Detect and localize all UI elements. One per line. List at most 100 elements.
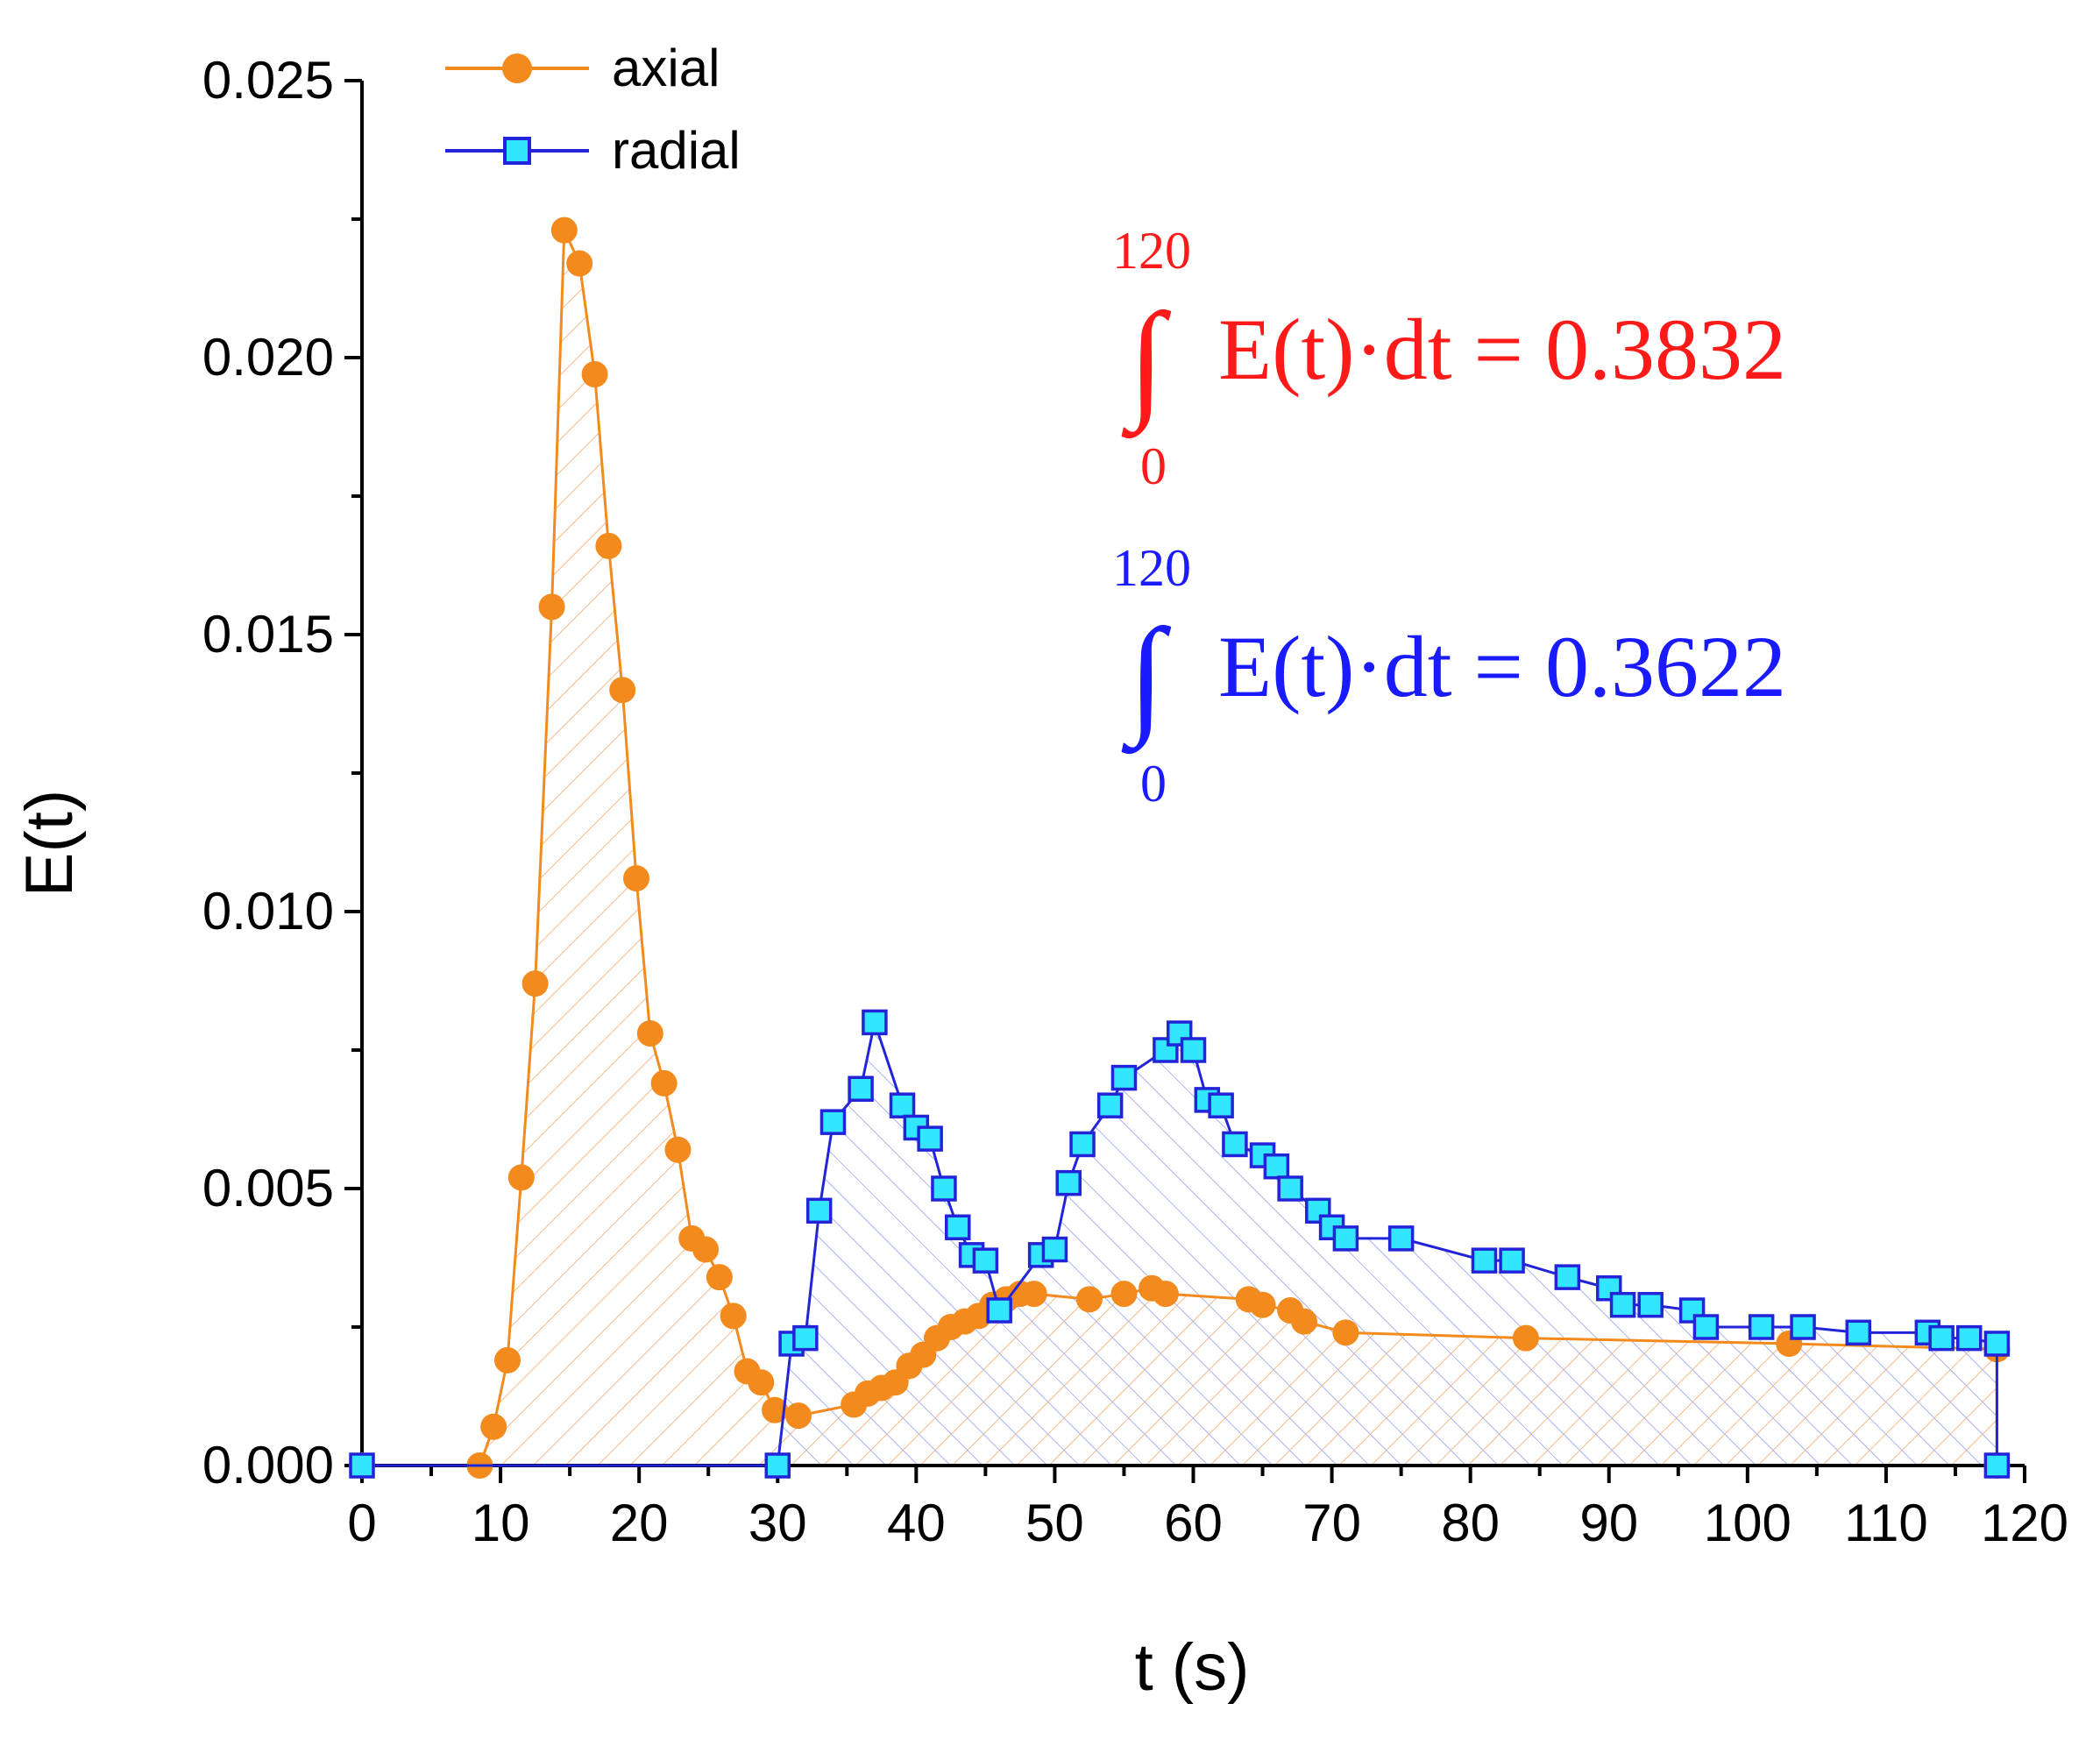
y-tick-label: 0.015 xyxy=(202,605,334,664)
axial-point xyxy=(1290,1308,1317,1335)
axial-point xyxy=(595,532,622,559)
integral-lower-limit: 0 xyxy=(1140,755,1167,813)
x-tick-label: 10 xyxy=(472,1494,530,1552)
radial-point xyxy=(1277,1175,1303,1202)
area-fills xyxy=(362,230,1997,1466)
integral-expression: E(t)·dt = 0.3832 xyxy=(1218,301,1786,398)
x-tick-label: 80 xyxy=(1441,1494,1500,1552)
radial-point xyxy=(1069,1131,1096,1158)
radial-point xyxy=(1055,1169,1082,1196)
x-tick-label: 60 xyxy=(1164,1494,1223,1552)
axial-point xyxy=(748,1369,775,1396)
integral-upper-limit: 120 xyxy=(1112,539,1191,597)
radial-point xyxy=(1928,1324,1955,1352)
integral-upper-limit: 120 xyxy=(1112,222,1191,280)
radial-point xyxy=(1956,1324,1983,1352)
axial-point xyxy=(550,216,578,244)
x-tick-label: 20 xyxy=(610,1494,669,1552)
radial-point xyxy=(1692,1314,1720,1340)
integral-annotation-radial: 120 ∫ 0 E(t)·dt = 0.3622 xyxy=(1112,539,1786,813)
radial-point xyxy=(1609,1291,1636,1318)
y-tick-label: 0.010 xyxy=(202,882,334,940)
radial-point xyxy=(945,1214,971,1240)
radial-point xyxy=(1790,1314,1816,1340)
radial-point xyxy=(1332,1225,1359,1252)
radial-point xyxy=(1166,1020,1193,1047)
axial-point xyxy=(507,1164,535,1191)
x-tick-label: 70 xyxy=(1302,1494,1361,1552)
axial-point xyxy=(1152,1281,1179,1308)
radial-point xyxy=(848,1075,874,1102)
radial-point xyxy=(1263,1153,1290,1180)
axial-point xyxy=(1249,1291,1276,1318)
axial-point xyxy=(581,360,608,387)
radial-point xyxy=(931,1175,957,1202)
radial-point xyxy=(1110,1064,1138,1091)
legend-axial-label: axial xyxy=(612,39,720,97)
y-tick-label: 0.020 xyxy=(202,328,334,387)
axes: 0 10 20 30 40 50 60 70 80 90 100 110 120 0.000 0.005 0.… xyxy=(202,51,2068,1552)
radial-point xyxy=(986,1297,1012,1324)
series-layer xyxy=(349,216,2011,1479)
axial-point xyxy=(521,970,549,997)
integral-sign-icon: ∫ xyxy=(1121,602,1171,755)
axial-point xyxy=(1075,1286,1103,1313)
radial-point xyxy=(1471,1247,1498,1274)
x-tick-label: 50 xyxy=(1025,1494,1084,1552)
radial-point xyxy=(862,1009,888,1036)
radial-point xyxy=(1748,1314,1775,1340)
axial-point xyxy=(762,1396,789,1423)
axial-point xyxy=(1020,1281,1047,1308)
radial-point xyxy=(1637,1291,1664,1318)
axial-point xyxy=(1332,1319,1359,1346)
legend-axial-marker xyxy=(502,53,532,83)
axial-point xyxy=(1110,1281,1138,1308)
axial-point xyxy=(480,1413,507,1440)
axial-point xyxy=(784,1402,812,1430)
radial-point xyxy=(1222,1131,1248,1158)
radial-point xyxy=(1554,1264,1581,1290)
x-tick-label: 110 xyxy=(1844,1494,1928,1552)
y-tick-label: 0.000 xyxy=(202,1436,334,1494)
axial-point xyxy=(720,1302,747,1330)
legend-radial-label: radial xyxy=(612,121,741,180)
axial-point xyxy=(623,865,650,892)
x-tick-label: 120 xyxy=(1981,1494,2068,1552)
axial-point xyxy=(692,1236,720,1263)
radial-point xyxy=(972,1247,999,1274)
x-tick-label: 90 xyxy=(1579,1494,1638,1552)
radial-point xyxy=(792,1324,819,1352)
y-axis-title: E(t) xyxy=(12,790,87,897)
axial-point xyxy=(706,1264,733,1291)
radial-point xyxy=(1041,1236,1068,1263)
radial-point xyxy=(805,1197,833,1224)
integral-expression: E(t)·dt = 0.3622 xyxy=(1218,618,1786,715)
x-tick-label: 0 xyxy=(347,1494,376,1552)
integral-sign-icon: ∫ xyxy=(1121,287,1171,439)
axial-point xyxy=(566,250,593,277)
axial-area-fill xyxy=(362,230,1997,1466)
radial-point xyxy=(1983,1331,2011,1357)
axial-point xyxy=(538,593,565,621)
legend-radial-marker xyxy=(503,137,531,165)
radial-point xyxy=(1983,1452,2011,1479)
x-axis-title: t (s) xyxy=(1135,1630,1250,1705)
radial-area-fill xyxy=(362,1022,1997,1466)
radial-point xyxy=(1845,1319,1872,1346)
radial-point xyxy=(1208,1092,1234,1118)
radial-point xyxy=(1387,1225,1415,1252)
radial-point xyxy=(889,1092,916,1118)
x-tick-label: 30 xyxy=(748,1494,807,1552)
radial-point xyxy=(819,1109,847,1135)
integral-annotation-axial: 120 ∫ 0 E(t)·dt = 0.3832 xyxy=(1112,222,1786,495)
axial-point xyxy=(650,1069,678,1097)
axial-point xyxy=(493,1346,521,1373)
axial-point xyxy=(636,1020,663,1047)
radial-point xyxy=(349,1452,375,1479)
radial-point xyxy=(1499,1247,1525,1274)
radial-point xyxy=(917,1125,943,1152)
integral-lower-limit: 0 xyxy=(1140,437,1167,495)
x-tick-label: 40 xyxy=(887,1494,946,1552)
radial-point xyxy=(1180,1037,1207,1063)
